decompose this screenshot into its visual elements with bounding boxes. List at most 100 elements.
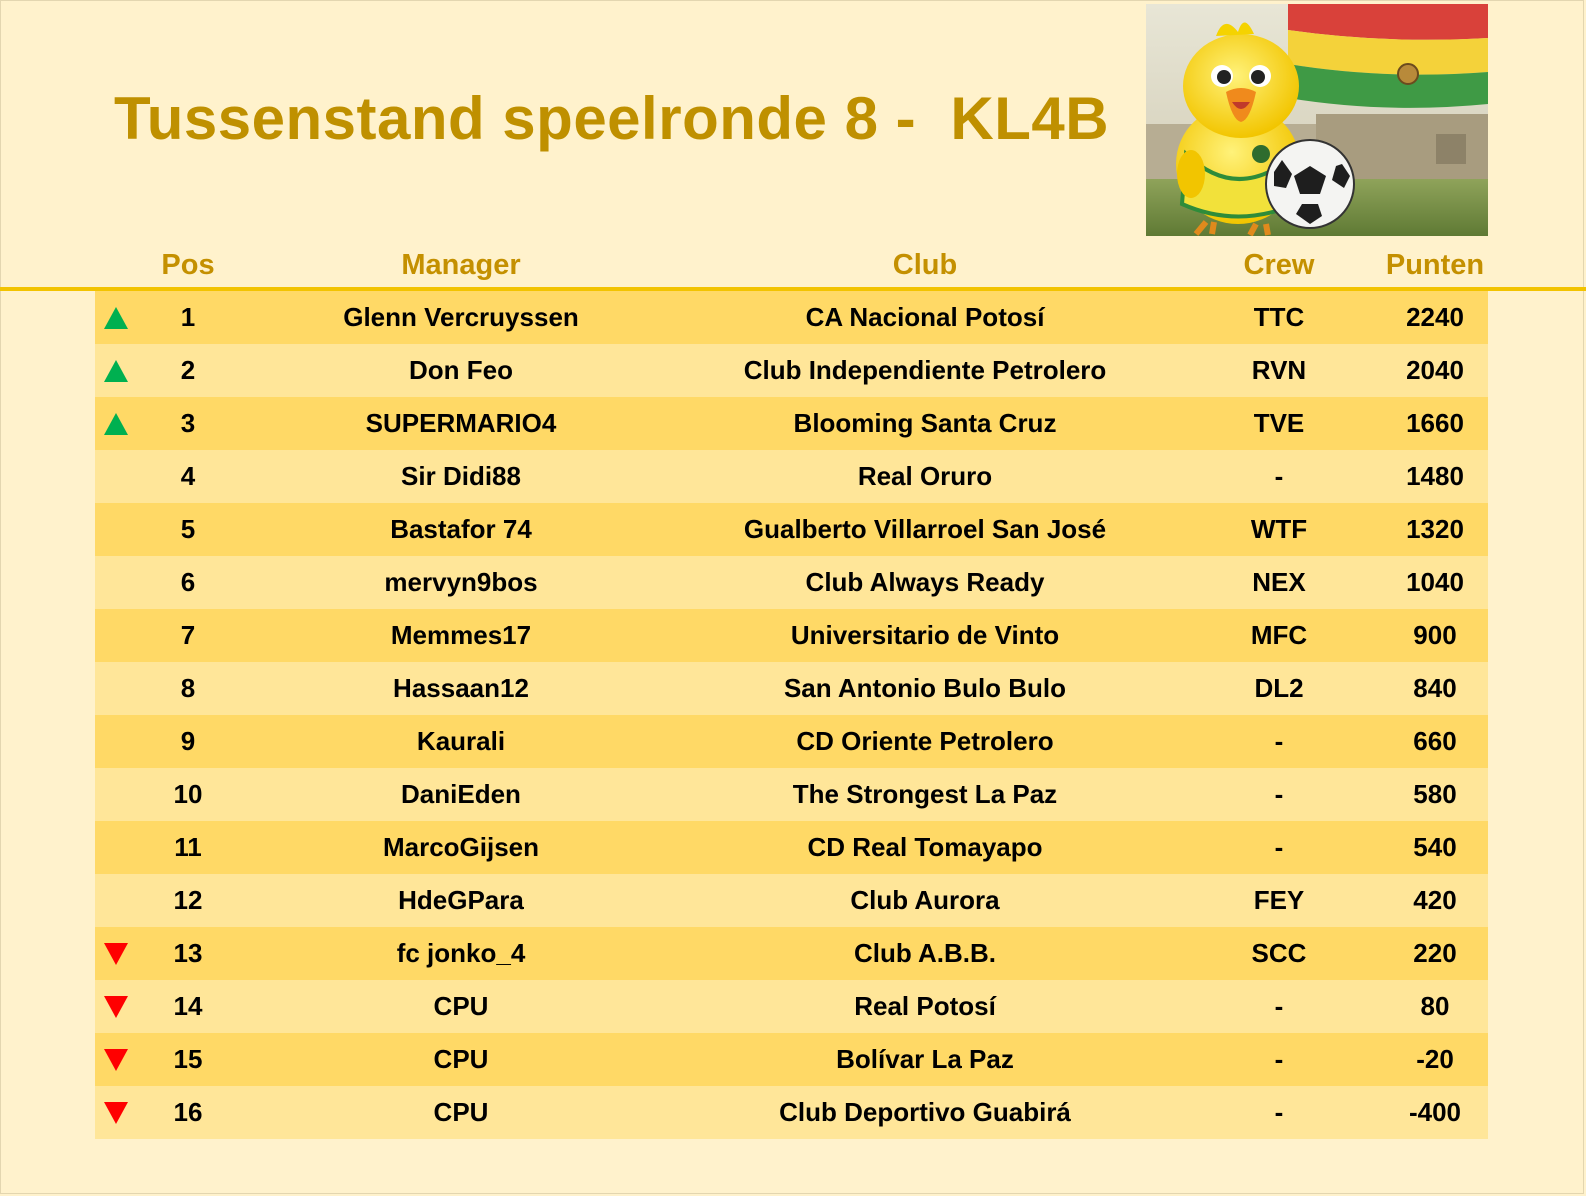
table-header: Pos Manager Club Crew Punten xyxy=(95,242,1488,288)
table-row: 7 Memmes17 Universitario de Vinto MFC 900 xyxy=(95,609,1488,662)
arrow-down-icon xyxy=(104,1102,128,1124)
page-title: Tussenstand speelronde 8 - KL4B xyxy=(114,85,1110,152)
arrow-up-icon xyxy=(104,360,128,382)
points-cell: 2040 xyxy=(1406,355,1464,385)
manager-cell: Glenn Vercruyssen xyxy=(343,302,579,332)
table-row: 2 Don Feo Club Independiente Petrolero RVN 2… xyxy=(95,344,1488,397)
arrow-down-icon xyxy=(104,1049,128,1071)
crew-cell: - xyxy=(1274,461,1284,491)
arrow-down-icon xyxy=(104,996,128,1018)
table-row: 13 fc jonko_4 Club A.B.B. SCC 220 xyxy=(95,927,1488,980)
points-cell: 1660 xyxy=(1406,408,1464,438)
points-cell: 540 xyxy=(1413,832,1457,862)
position-cell: 14 xyxy=(173,991,203,1021)
position-cell: 1 xyxy=(180,302,196,332)
club-cell: The Strongest La Paz xyxy=(792,779,1058,809)
trend-cell xyxy=(95,821,135,874)
table-row: 14 CPU Real Potosí - 80 xyxy=(95,980,1488,1033)
table-row: 5 Bastafor 74 Gualberto Villarroel San Jos… xyxy=(95,503,1488,556)
crew-cell: FEY xyxy=(1253,885,1305,915)
table-row: 8 Hassaan12 San Antonio Bulo Bulo DL2 840 xyxy=(95,662,1488,715)
soccer-ball-icon xyxy=(1265,139,1355,229)
position-cell: 9 xyxy=(180,726,196,756)
position-cell: 12 xyxy=(173,885,203,915)
trend-cell xyxy=(95,344,135,397)
points-cell: 80 xyxy=(1420,991,1450,1021)
crew-cell: - xyxy=(1274,779,1284,809)
trend-cell xyxy=(95,662,135,715)
table-row: 1 Glenn Vercruyssen CA Nacional Potosí TTC 2… xyxy=(95,291,1488,344)
manager-cell: CPU xyxy=(433,1044,489,1074)
position-cell: 2 xyxy=(180,355,196,385)
position-cell: 6 xyxy=(180,567,196,597)
points-cell: 660 xyxy=(1413,726,1457,756)
club-cell: Club Always Ready xyxy=(805,567,1045,597)
trend-cell xyxy=(95,874,135,927)
manager-cell: Hassaan12 xyxy=(393,673,529,703)
crew-cell: WTF xyxy=(1250,514,1308,544)
manager-cell: Bastafor 74 xyxy=(390,514,532,544)
position-cell: 8 xyxy=(180,673,196,703)
table-row: 9 Kaurali CD Oriente Petrolero - 660 xyxy=(95,715,1488,768)
club-cell: Real Oruro xyxy=(857,461,993,491)
points-cell: 900 xyxy=(1413,620,1457,650)
trend-cell xyxy=(95,768,135,821)
column-header-crew: Crew xyxy=(1243,249,1315,281)
points-cell: 1480 xyxy=(1406,461,1464,491)
trend-cell xyxy=(95,556,135,609)
position-cell: 16 xyxy=(173,1097,203,1127)
crew-cell: NEX xyxy=(1252,567,1306,597)
arrow-up-icon xyxy=(104,307,128,329)
position-cell: 7 xyxy=(180,620,196,650)
column-header-club: Club xyxy=(892,249,958,281)
standings-table: 1 Glenn Vercruyssen CA Nacional Potosí TTC 2… xyxy=(95,291,1488,1139)
club-cell: CA Nacional Potosí xyxy=(805,302,1045,332)
manager-cell: Memmes17 xyxy=(390,620,532,650)
arrow-up-icon xyxy=(104,413,128,435)
manager-cell: Sir Didi88 xyxy=(401,461,521,491)
manager-cell: DaniEden xyxy=(401,779,521,809)
table-row: 10 DaniEden The Strongest La Paz - 580 xyxy=(95,768,1488,821)
table-row: 11 MarcoGijsen CD Real Tomayapo - 540 xyxy=(95,821,1488,874)
manager-cell: MarcoGijsen xyxy=(382,832,540,862)
points-cell: 220 xyxy=(1413,938,1457,968)
column-header-pos: Pos xyxy=(161,249,215,281)
manager-cell: fc jonko_4 xyxy=(396,938,526,968)
crew-cell: DL2 xyxy=(1254,673,1304,703)
table-row: 15 CPU Bolívar La Paz - -20 xyxy=(95,1033,1488,1086)
club-cell: Blooming Santa Cruz xyxy=(793,408,1057,438)
column-header-points: Punten xyxy=(1385,249,1485,281)
points-cell: 420 xyxy=(1413,885,1457,915)
club-cell: Club Aurora xyxy=(850,885,1000,915)
manager-cell: CPU xyxy=(433,991,489,1021)
crew-cell: - xyxy=(1274,1097,1284,1127)
trend-cell xyxy=(95,1033,135,1086)
club-cell: Gualberto Villarroel San José xyxy=(743,514,1107,544)
crew-cell: - xyxy=(1274,832,1284,862)
club-cell: Club A.B.B. xyxy=(853,938,997,968)
crew-cell: SCC xyxy=(1251,938,1307,968)
mascot-illustration xyxy=(1146,4,1488,236)
crew-cell: TTC xyxy=(1253,302,1305,332)
trend-cell xyxy=(95,397,135,450)
crew-cell: TVE xyxy=(1253,408,1305,438)
table-row: 12 HdeGPara Club Aurora FEY 420 xyxy=(95,874,1488,927)
position-cell: 15 xyxy=(173,1044,203,1074)
trend-cell xyxy=(95,1086,135,1139)
club-cell: Real Potosí xyxy=(854,991,996,1021)
position-cell: 4 xyxy=(180,461,196,491)
crew-cell: - xyxy=(1274,1044,1284,1074)
column-header-manager: Manager xyxy=(401,249,521,281)
points-cell: 840 xyxy=(1413,673,1457,703)
crew-cell: - xyxy=(1274,726,1284,756)
crew-cell: RVN xyxy=(1251,355,1307,385)
position-cell: 10 xyxy=(173,779,203,809)
manager-cell: SUPERMARIO4 xyxy=(365,408,557,438)
trend-cell xyxy=(95,927,135,980)
table-row: 6 mervyn9bos Club Always Ready NEX 1040 xyxy=(95,556,1488,609)
points-cell: 2240 xyxy=(1406,302,1464,332)
manager-cell: Kaurali xyxy=(416,726,506,756)
trend-cell xyxy=(95,503,135,556)
trend-cell xyxy=(95,291,135,344)
